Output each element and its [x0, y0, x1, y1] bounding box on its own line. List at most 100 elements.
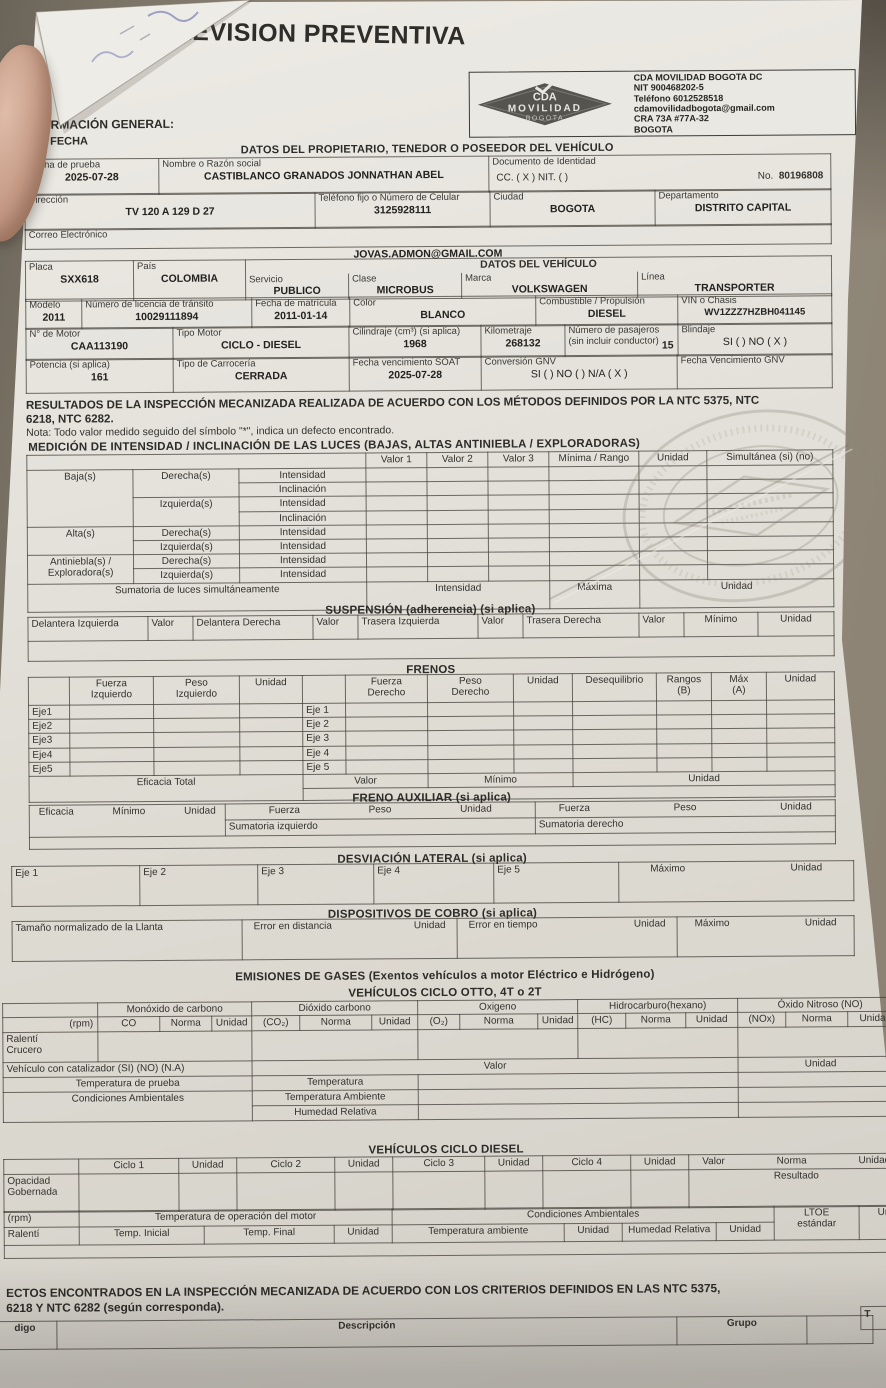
empty-cell	[711, 728, 767, 744]
eje-label: Eje1	[28, 705, 70, 720]
resultados-nota: Nota: Todo valor medido seguido del símb…	[26, 424, 395, 439]
fuerza-label: Fuerza	[558, 802, 590, 815]
ltoe-label: LTOE estándar	[774, 1205, 860, 1241]
luces-table: Valor 1 Valor 2 Valor 3 Mínima / Rango U…	[26, 449, 834, 612]
fuerza-derecho-header: Fuerza Derecho	[345, 674, 428, 704]
unidad-label: Unidad	[804, 917, 837, 929]
placa-value: SXX618	[60, 272, 99, 286]
empty-cell	[707, 549, 834, 565]
licencia-value: 10029111894	[135, 310, 199, 323]
valor-label: Valor	[303, 773, 429, 789]
valor3-header: Valor 3	[487, 451, 549, 468]
empty-cell	[365, 481, 428, 497]
gas-sub-header: Norma	[785, 1011, 848, 1028]
empty-cell	[345, 745, 428, 760]
empty-cell	[630, 1169, 690, 1209]
catalizador-label: Vehículo con catalizador (SI) (NO) (N.A)	[3, 1061, 253, 1078]
carroceria-value: CERRADA	[234, 369, 288, 383]
opacidad-label: Opacidad	[7, 1175, 51, 1188]
unidad-clipped-label: Unidad	[859, 1205, 886, 1240]
gas-sub-header: Unidad	[537, 1013, 578, 1030]
empty-cell	[345, 716, 428, 732]
gas-sub-header: Unidad	[847, 1011, 886, 1027]
empty-cell	[572, 757, 658, 773]
empty-cell	[766, 713, 835, 729]
empty-cell	[366, 552, 428, 568]
licencia-label: Número de licencia de tránsito	[85, 298, 214, 311]
potencia-cell: Potencia (si aplica) 161	[26, 358, 174, 394]
inclinacion-label: Inclinación	[239, 510, 367, 526]
departamento-cell: Departamento DISTRITO CAPITAL	[654, 188, 832, 226]
departamento-label: Departamento	[658, 190, 719, 202]
eficacia-label: Eficacia	[38, 806, 74, 818]
empty-cell	[366, 524, 428, 539]
empty-cell	[572, 700, 657, 716]
grupo-header: Grupo	[676, 1315, 808, 1345]
error-distancia-label: Error en distancia	[253, 920, 332, 933]
linea-label: Línea	[641, 271, 665, 283]
diesel-table-b: (rpm) Temperatura de operación del motor…	[4, 1205, 886, 1259]
eje-cell: Eje 2	[139, 864, 258, 906]
telefono-cell: Teléfono fijo o Número de Celular 3125928…	[314, 191, 491, 229]
temperatura-label: Temperatura	[252, 1074, 419, 1092]
ciclo-header: Unidad	[178, 1157, 237, 1174]
empty-cell	[239, 717, 303, 733]
error-tiempo-label: Error en tiempo	[468, 919, 538, 931]
gas-group-header: Óxido Nitroso (NO)	[737, 997, 886, 1013]
eje-label: Eje3	[28, 733, 70, 748]
empty-cell	[366, 495, 428, 511]
norma-label: Norma	[776, 1155, 807, 1167]
ciclo-header: Unidad	[334, 1156, 393, 1173]
ciudad-value: BOGOTA	[549, 202, 596, 215]
empty-cell	[549, 565, 640, 581]
empty-cell	[639, 536, 708, 552]
kilometraje-cell: Kilometraje 268132	[480, 324, 566, 358]
ciclo-header: Ciclo 3	[392, 1156, 485, 1172]
empty-cell	[153, 760, 241, 776]
diesel-right-header: Valor Norma Unidad	[688, 1153, 886, 1170]
intensidad-label: Intensidad	[239, 496, 367, 512]
gas-group-header: Hidrocarburo(hexano)	[577, 998, 738, 1014]
empty-cell	[153, 746, 240, 762]
rpm-label: (rpm)	[4, 1211, 80, 1228]
bajas-label: Baja(s)	[26, 469, 134, 528]
freno-auxiliar-table: Eficacia Mínimo Unidad Fuerza Peso Unidad Fu…	[29, 799, 836, 850]
matricula-cell: Fecha de matrícula 2011-01-14	[251, 297, 350, 328]
color-cell: Color BLANCO	[349, 295, 536, 328]
empty-cell	[706, 478, 834, 495]
color-value: BLANCO	[420, 308, 466, 321]
pais-label: País	[136, 260, 157, 273]
empty-cell	[251, 1029, 419, 1062]
empty-cell	[572, 743, 657, 759]
pais-value: COLOMBIA	[160, 272, 219, 285]
empty-cell	[738, 1071, 886, 1088]
gas-sub-header: Norma	[625, 1012, 686, 1029]
empty-cell	[365, 467, 427, 483]
temp-prueba-label: Temperatura de prueba	[3, 1076, 253, 1093]
unidad-label: Unidad	[460, 803, 492, 815]
desviacion-table: Eje 1 Eje 2 Eje 3 Eje 4 Eje 5 Máximo Unid…	[11, 860, 854, 907]
documento-cell: Documento de Identidad CC. ( X ) NIT. ( …	[488, 153, 831, 193]
documento-tipo: CC. ( X ) NIT. ( )	[496, 171, 569, 184]
nombre-value: CASTIBLANCO GRANADOS JONNATHAN ABEL	[203, 168, 444, 183]
empty-cell	[549, 508, 640, 524]
gas-sub-header: Norma	[159, 1016, 212, 1032]
pasajeros-label: Número de pasajeros (sin incluir conduct…	[568, 324, 660, 347]
empty-cell	[766, 756, 836, 772]
empty-cell	[513, 715, 573, 731]
empty-cell	[239, 760, 304, 775]
potencia-value: 161	[90, 370, 109, 384]
placa-cell: Placa SXX618	[25, 260, 134, 302]
blindaje-value: SI ( ) NO ( X )	[722, 335, 788, 348]
opacidad-gobernada-cell: Opacidad Gobernada	[3, 1174, 80, 1213]
motor-value: CAA113190	[70, 339, 129, 353]
diesel-table-a: Ciclo 1 Unidad Ciclo 2 Unidad Ciclo 3 Un…	[3, 1153, 886, 1213]
empty-cell	[153, 718, 240, 733]
licencia-cell: Número de licencia de tránsito 1002911189…	[81, 297, 252, 329]
fuerza-izquierdo-header: Fuerza Izquierdo	[69, 676, 154, 706]
crucero-label: Crucero	[6, 1045, 43, 1057]
cda-contact-block: CDA MOVILIDAD BOGOTA DC NIT 900468202-5 …	[634, 71, 775, 135]
vehicle-table-4: Potencia (si aplica) 161 Tipo de Carrocer…	[26, 353, 833, 394]
empty-cell	[418, 1102, 739, 1120]
